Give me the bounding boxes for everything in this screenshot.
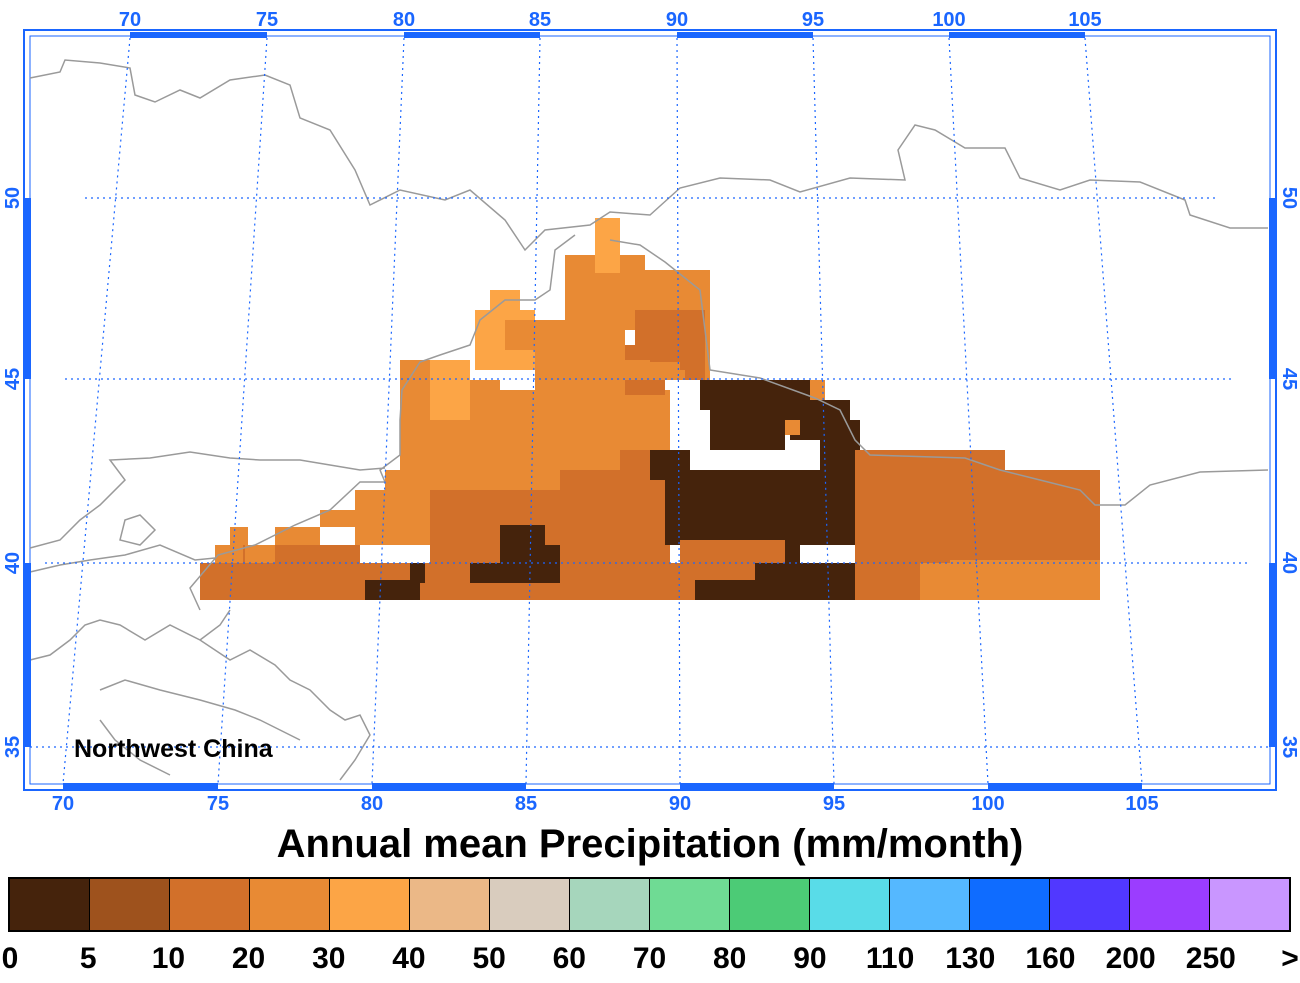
precip-cell [610, 360, 650, 380]
precip-cell [245, 545, 275, 563]
colorbar-swatch [410, 879, 490, 930]
lon-tick-bottom: 80 [361, 793, 383, 815]
colorbar-swatch [250, 879, 330, 930]
colorbar-label: 0 [1, 942, 19, 975]
precip-cell [685, 360, 705, 380]
precip-cell [230, 527, 248, 545]
colorbar-swatch [490, 879, 570, 930]
lat-tick-right: 40 [1278, 552, 1300, 574]
colorbar-label: 200 [1105, 942, 1156, 975]
lon-tick-top: 75 [256, 9, 278, 31]
precip-cell [470, 563, 560, 583]
precip-cell [595, 218, 620, 273]
precip-cell [950, 560, 1100, 580]
lat-ticks-left: 50 45 40 35 [2, 187, 24, 758]
precip-cell [385, 470, 430, 490]
lat-ticks-right: 50 45 40 35 [1278, 187, 1300, 758]
lon-tick-top: 100 [932, 9, 965, 31]
precipitation-cells [200, 218, 1100, 600]
lat-tick-right: 50 [1278, 187, 1300, 209]
colorbar-label: 110 [865, 942, 915, 975]
precip-cell [665, 470, 865, 545]
colorbar-label: 70 [632, 942, 667, 975]
lat-tick-left: 45 [2, 368, 24, 390]
lon-tick-top: 105 [1068, 9, 1101, 31]
colorbar-swatch [890, 879, 970, 930]
precip-cell [875, 580, 925, 600]
precip-cell [785, 420, 800, 435]
precipitation-map: 70 75 80 85 90 95 100 105 70 75 80 85 90… [2, 9, 1300, 815]
colorbar-label: 130 [945, 942, 996, 975]
colorbar-label: 90 [793, 942, 827, 975]
colorbar-swatch [970, 879, 1050, 930]
colorbar-label: 5 [79, 942, 97, 975]
precip-cell [700, 380, 810, 400]
lon-tick-bottom: 70 [52, 793, 74, 815]
lat-tick-left: 50 [2, 187, 24, 209]
colorbar-label: > [1281, 942, 1299, 975]
colorbar-label: 80 [713, 942, 747, 975]
lon-ticks-bottom: 70 75 80 85 90 95 100 105 [52, 793, 1159, 815]
frame-tick-bars [25, 32, 1275, 789]
lon-tick-top: 90 [666, 9, 688, 31]
colorbar-label: 20 [231, 942, 266, 975]
map-frame-outer [23, 29, 1277, 791]
colorbar-label: 40 [392, 942, 426, 975]
lat-tick-left: 35 [2, 736, 24, 758]
colorbar-swatch [170, 879, 250, 930]
precip-cell [820, 420, 860, 470]
colorbar-swatch [730, 879, 810, 930]
colorbar-swatch [810, 879, 890, 930]
lon-tick-top: 70 [119, 9, 141, 31]
precip-cell [785, 545, 800, 565]
colorbar-swatch [1130, 879, 1210, 930]
lon-tick-bottom: 95 [823, 793, 845, 815]
country-borders [29, 59, 1269, 781]
precip-cell [695, 580, 775, 600]
lon-tick-top: 80 [393, 9, 415, 31]
colorbar-label: 50 [472, 942, 506, 975]
map-title: Annual mean Precipitation (mm/month) [276, 822, 1024, 866]
region-label: Northwest China [74, 735, 274, 763]
lon-tick-bottom: 90 [669, 793, 691, 815]
colorbar-label: 160 [1025, 942, 1076, 975]
lon-ticks-top: 70 75 80 85 90 95 100 105 [119, 9, 1102, 31]
graticule [30, 37, 1270, 785]
precip-cell [650, 362, 680, 380]
lon-tick-bottom: 105 [1125, 793, 1158, 815]
precip-cell [500, 525, 545, 565]
lon-tick-top: 95 [802, 9, 824, 31]
precip-cell [410, 563, 425, 583]
colorbar-swatch [330, 879, 410, 930]
colorbar-swatch [570, 879, 650, 930]
lon-tick-bottom: 75 [207, 793, 229, 815]
precip-cell [320, 510, 360, 527]
colorbar-label: 10 [151, 942, 186, 975]
lat-tick-right: 35 [1278, 736, 1300, 758]
colorbar-swatch [10, 879, 90, 930]
lat-tick-right: 45 [1278, 368, 1300, 390]
precip-cell [545, 545, 560, 580]
lon-tick-bottom: 85 [515, 793, 537, 815]
precip-cell [430, 360, 470, 380]
colorbar-swatch [90, 879, 170, 930]
colorbar-swatch [650, 879, 730, 930]
lon-tick-bottom: 100 [971, 793, 1004, 815]
precip-cell [810, 380, 825, 400]
precip-cell [680, 540, 785, 565]
lon-tick-top: 85 [529, 9, 551, 31]
colorbar-label: 30 [312, 942, 346, 975]
precip-cell [275, 527, 320, 545]
precip-cell [355, 490, 430, 545]
colorbar-label: 250 [1185, 942, 1236, 975]
colorbar-swatch [1210, 879, 1289, 930]
map-frame-inner [29, 35, 1271, 785]
precip-cell [365, 580, 420, 600]
colorbar [8, 877, 1291, 932]
lat-tick-left: 40 [2, 552, 24, 574]
colorbar-swatch [1050, 879, 1130, 930]
precip-cell [420, 420, 500, 490]
colorbar-labels: 0 5 10 20 30 40 50 60 70 80 90 110 130 160 200 250 > [0, 942, 1300, 982]
colorbar-label: 60 [552, 942, 586, 975]
